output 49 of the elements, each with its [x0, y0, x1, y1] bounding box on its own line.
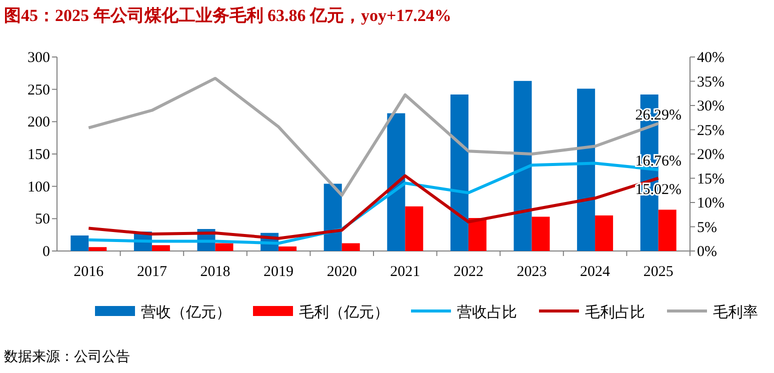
bar — [215, 243, 234, 251]
legend-label: 毛利率 — [713, 304, 758, 321]
legend-label: 毛利占比 — [585, 304, 645, 321]
bar — [278, 246, 297, 251]
x-tick-label: 2018 — [200, 264, 230, 280]
y-tick-label: 250 — [28, 82, 50, 98]
x-tick-label: 2021 — [390, 264, 420, 280]
y2-tick-label: 0% — [697, 244, 717, 260]
y2-tick-label: 40% — [697, 50, 724, 66]
bar — [577, 88, 596, 251]
bar — [595, 215, 614, 251]
bar — [88, 247, 107, 251]
legend-label: 营收占比 — [457, 304, 517, 321]
bar — [324, 184, 342, 251]
y-tick-label: 50 — [35, 212, 50, 228]
bar — [405, 206, 424, 251]
y-tick-label: 200 — [28, 114, 50, 131]
bar — [532, 216, 550, 251]
x-tick-label: 2020 — [326, 264, 357, 280]
bar — [468, 218, 486, 251]
legend-label: 营收（亿元） — [141, 304, 231, 321]
y2-tick-label: 10% — [697, 196, 724, 212]
bar — [658, 210, 676, 251]
source-note: 数据来源：公司公告 — [4, 349, 130, 365]
x-tick-label: 2019 — [264, 264, 294, 280]
x-tick-label: 2017 — [136, 264, 168, 280]
y2-tick-label: 30% — [697, 98, 724, 114]
y2-tick-label: 20% — [697, 147, 724, 163]
y-tick-label: 150 — [28, 147, 50, 163]
y2-tick-label: 5% — [697, 220, 717, 236]
bar — [450, 94, 468, 251]
chart-title: 图45：2025 年公司煤化工业务毛利 63.86 亿元，yoy+17.24% — [4, 6, 452, 25]
x-tick-label: 2016 — [74, 264, 104, 280]
bar — [70, 235, 89, 251]
x-tick-label: 2023 — [516, 264, 547, 280]
bar — [152, 245, 170, 251]
x-tick-label: 2022 — [453, 264, 484, 280]
bar — [342, 243, 360, 251]
y2-tick-label: 35% — [697, 74, 724, 90]
y-tick-label: 300 — [28, 50, 50, 66]
y-tick-label: 0 — [42, 244, 50, 260]
y-tick-label: 100 — [28, 179, 50, 196]
x-tick-label: 2025 — [643, 264, 674, 280]
x-tick-label: 2024 — [580, 264, 611, 280]
legend-label: 毛利（亿元） — [299, 304, 389, 321]
bar — [514, 80, 532, 251]
bar — [387, 113, 406, 251]
y2-tick-label: 15% — [697, 171, 724, 188]
y2-tick-label: 25% — [697, 122, 724, 139]
